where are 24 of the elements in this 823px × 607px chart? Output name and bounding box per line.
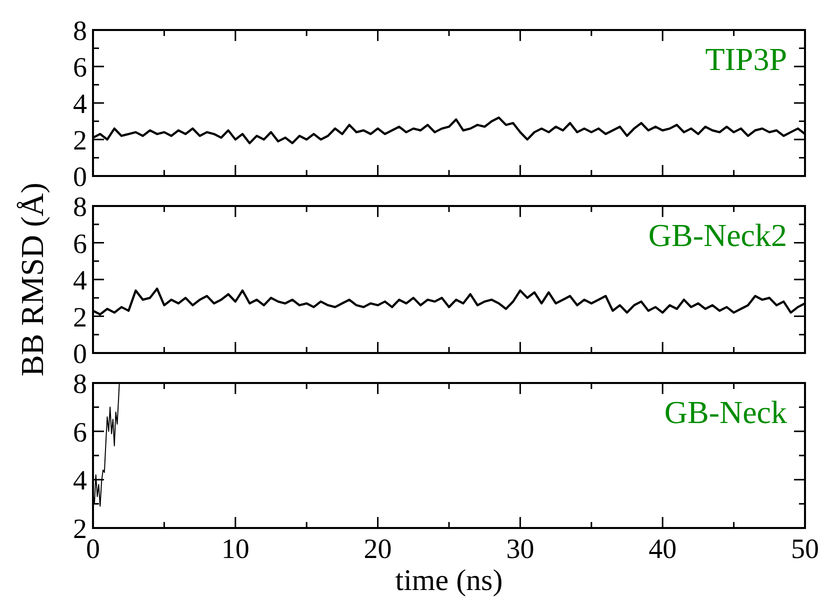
y-tick-label: 6 xyxy=(73,52,87,84)
y-tick-label: 8 xyxy=(73,369,87,400)
x-tick-label: 10 xyxy=(221,534,250,565)
annotation: GB-Neck2 xyxy=(648,217,787,253)
x-tick-label: 20 xyxy=(364,534,392,565)
x-tick-label: 30 xyxy=(506,534,534,565)
y-tick-label: 6 xyxy=(73,228,87,260)
annotation: TIP3P xyxy=(705,41,787,77)
y-tick-label: 8 xyxy=(73,192,87,223)
y-tick-label: 0 xyxy=(73,162,87,193)
x-tick-label: 40 xyxy=(648,534,677,565)
x-axis-title: time (ns) xyxy=(395,564,503,597)
x-tick-label: 50 xyxy=(791,534,819,565)
y-axis-title: BB RMSD (Å) xyxy=(14,182,50,376)
y-tick-label: 4 xyxy=(73,466,87,497)
y-tick-label: 2 xyxy=(73,126,87,156)
y-tick-label: 0 xyxy=(73,339,87,370)
annotation: GB-Neck xyxy=(664,394,787,430)
y-tick-label: 4 xyxy=(73,89,87,120)
y-tick-label: 8 xyxy=(73,16,87,47)
y-tick-label: 2 xyxy=(73,302,87,334)
y-tick-label: 2 xyxy=(73,514,87,545)
y-tick-label: 4 xyxy=(73,266,87,296)
y-tick-label: 6 xyxy=(73,417,87,448)
